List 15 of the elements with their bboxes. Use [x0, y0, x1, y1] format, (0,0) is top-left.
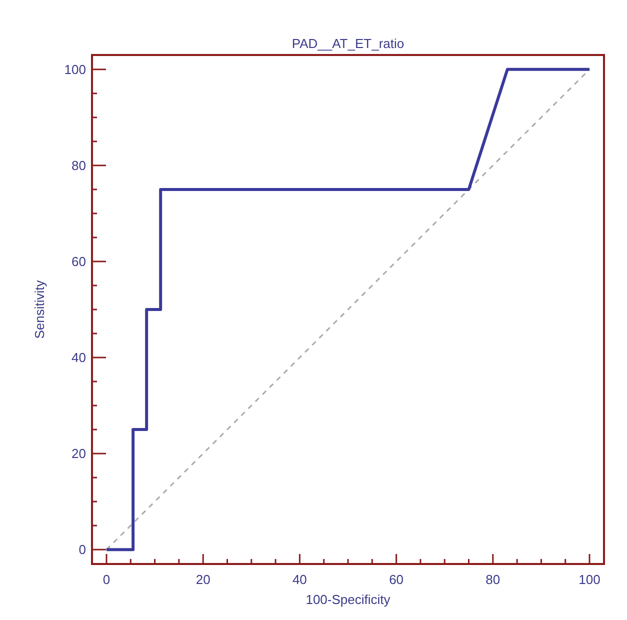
y-tick-label: 0: [78, 542, 86, 558]
chart-title: PAD__AT_ET_ratio: [292, 36, 404, 51]
y-tick-label: 40: [72, 350, 86, 366]
y-tick-label: 60: [72, 254, 86, 269]
x-tick-label: 40: [292, 572, 307, 587]
x-tick-label: 100: [578, 572, 600, 587]
y-tick-label: 80: [72, 158, 86, 173]
x-axis-title: 100-Specificity: [306, 592, 391, 607]
y-tick-label: 100: [64, 62, 86, 77]
x-tick-label: 0: [102, 572, 110, 587]
x-tick-label: 20: [196, 572, 210, 587]
x-tick-label: 60: [389, 572, 404, 587]
y-axis-title: Sensitivity: [32, 280, 47, 339]
y-tick-label: 20: [72, 446, 86, 462]
x-tick-label: 80: [486, 572, 500, 587]
